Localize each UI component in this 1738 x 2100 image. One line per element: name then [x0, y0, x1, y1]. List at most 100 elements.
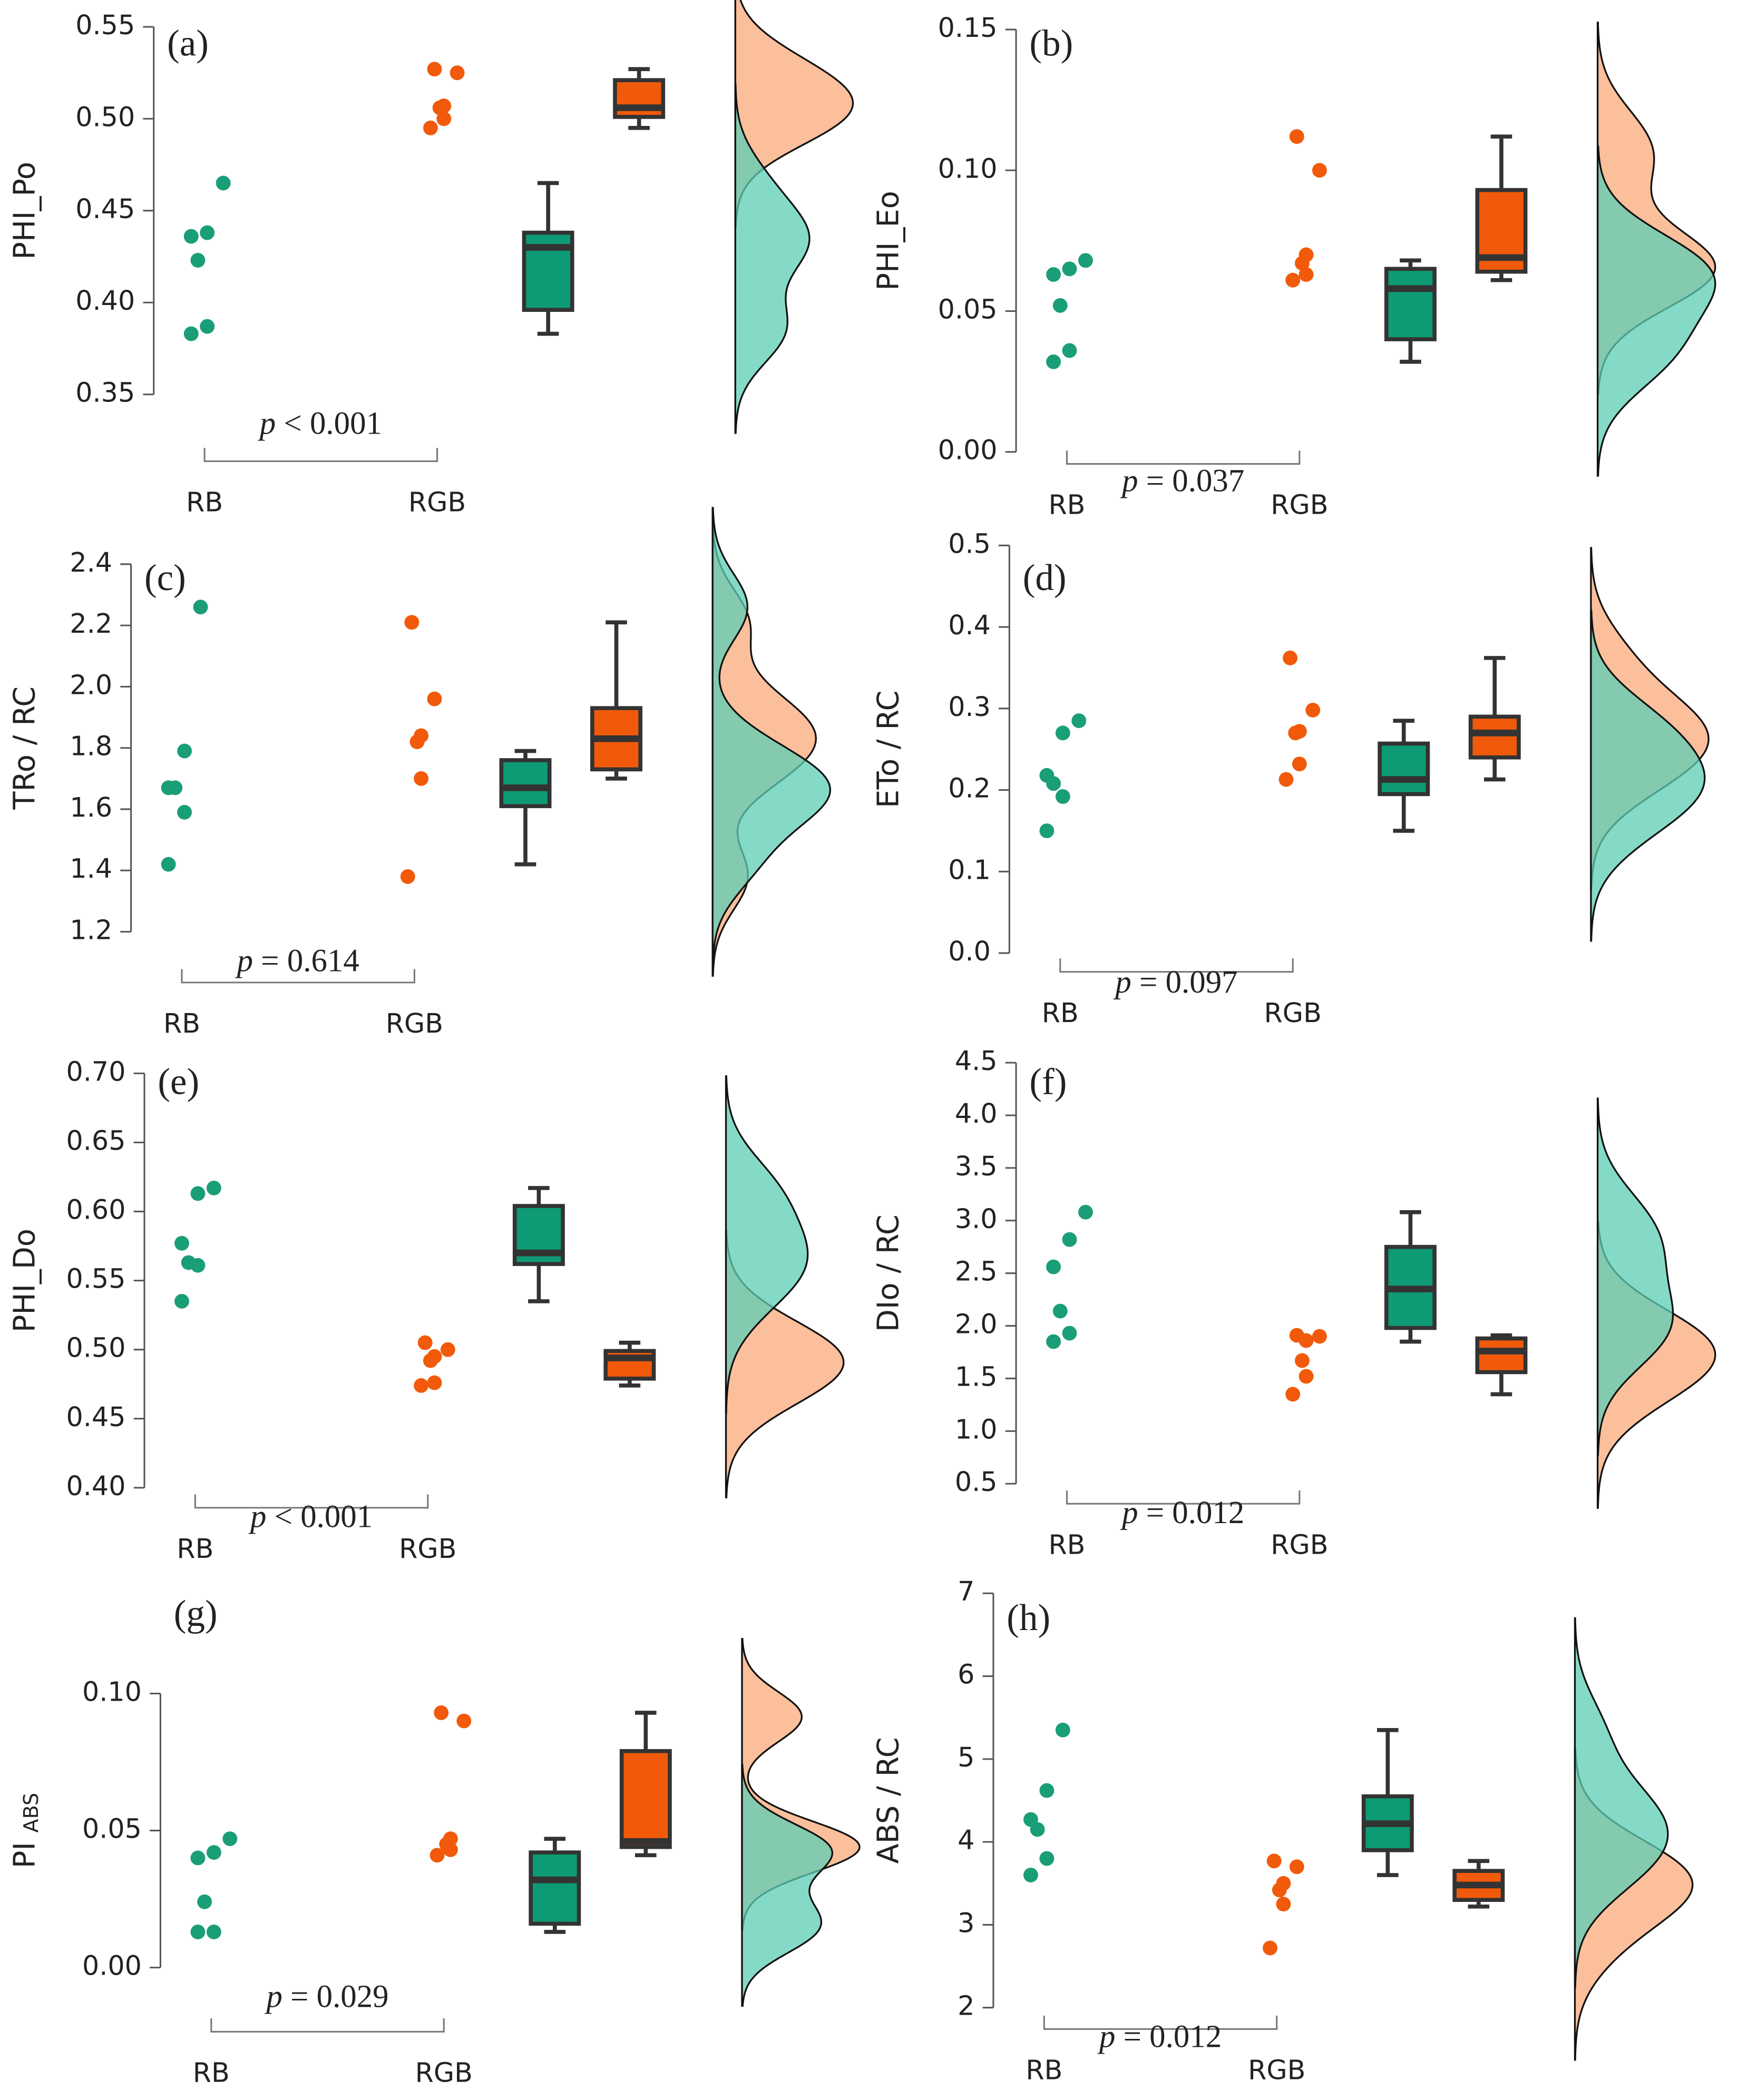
box: [1475, 1336, 1528, 1375]
y-tick-label: 2: [958, 1990, 974, 2022]
y-tick-label: 3.5: [955, 1151, 998, 1182]
x-tick-label: RGB: [1264, 997, 1322, 1028]
point: [414, 1378, 429, 1393]
y-tick-label: 0.35: [75, 377, 135, 408]
group-bracket: [194, 1494, 429, 1509]
y-axis-label: ABS / RC: [872, 1737, 906, 1863]
panel-label: (d): [1023, 557, 1067, 598]
point: [456, 1713, 472, 1729]
point: [216, 175, 231, 191]
point: [1283, 650, 1298, 665]
box: [613, 78, 666, 119]
y-tick-label: 0.65: [66, 1125, 126, 1156]
point: [1312, 163, 1327, 178]
point: [432, 100, 447, 115]
point: [1289, 1859, 1304, 1875]
point: [183, 326, 199, 341]
point: [177, 804, 192, 820]
point: [1266, 1853, 1282, 1869]
y-tick-label: 3.0: [955, 1203, 998, 1234]
point: [1046, 1334, 1061, 1349]
panel: 0.5 1.0 1.5 2.0 2.5 3.0 3.5 4.0 4.5 DIo / RC (f) p …: [872, 1045, 1716, 1560]
y-tick-label: 0.40: [75, 285, 135, 316]
p-value: p = 0.037: [1120, 464, 1244, 499]
point: [190, 253, 206, 268]
p-value: p = 0.097: [1113, 965, 1237, 1000]
density: [1574, 1617, 1669, 1988]
group-bracket: [1066, 1490, 1301, 1505]
panel: 0.00 0.05 0.10 0.15 PHI_Eo (b) p = 0.037 RB RGB: [872, 12, 1716, 521]
y-tick-label: 0.50: [75, 101, 135, 132]
point: [1298, 1369, 1314, 1384]
y-tick-label: 1.8: [70, 731, 112, 762]
y-tick-label: 0.55: [75, 9, 135, 41]
y-tick-label: 0.60: [66, 1194, 126, 1225]
y-label-text: PHI_Eo: [872, 191, 906, 290]
y-tick-label: 4: [958, 1824, 974, 1856]
point: [1039, 1851, 1054, 1866]
point: [1052, 1303, 1068, 1319]
density: [725, 1075, 809, 1414]
point: [190, 1925, 206, 1939]
point: [1055, 725, 1070, 741]
point: [414, 771, 429, 786]
y-tick-label: 0.05: [82, 1813, 142, 1844]
panel: 1.2 1.4 1.6 1.8 2.0 2.2 2.4 TRo / RC (c) p = 0.61…: [8, 507, 832, 1039]
y-tick-label: 0.00: [82, 1950, 142, 1981]
y-label-text: PI: [8, 1842, 42, 1868]
point: [1289, 129, 1304, 144]
point: [450, 65, 465, 81]
point: [1023, 1868, 1038, 1882]
density: [734, 83, 811, 434]
density: [1590, 610, 1706, 942]
y-tick-label: 1.0: [955, 1414, 998, 1445]
point: [427, 62, 442, 77]
point: [161, 857, 176, 872]
y-tick-label: 0.10: [938, 153, 998, 184]
y-tick-label: 0.4: [948, 610, 991, 641]
density: [1596, 145, 1716, 477]
point: [1046, 1259, 1061, 1274]
point: [1046, 354, 1061, 369]
point: [168, 780, 183, 796]
group-bracket: [203, 448, 438, 463]
x-tick-label: RB: [177, 1533, 213, 1564]
point: [1312, 1329, 1327, 1344]
y-label-text: TRo / RC: [8, 686, 42, 810]
x-tick-label: RB: [193, 2057, 230, 2088]
y-axis-label: PHI_Eo: [872, 191, 906, 290]
point: [1295, 256, 1310, 271]
y-tick-label: 2.4: [70, 547, 112, 578]
point: [1062, 261, 1077, 277]
point: [1276, 1897, 1291, 1912]
y-axis-label: TRo / RC: [8, 686, 42, 810]
point: [200, 225, 215, 240]
point: [1305, 702, 1321, 718]
group-bracket: [210, 2018, 445, 2033]
y-axis-label: PHI_Po: [8, 162, 42, 260]
y-tick-label: 2.5: [955, 1256, 998, 1287]
point: [427, 1375, 442, 1390]
y-label-text: DIo / RC: [872, 1214, 906, 1332]
point: [1030, 1822, 1045, 1837]
x-tick-label: RGB: [399, 1533, 456, 1564]
y-tick-label: 7: [958, 1576, 974, 1607]
box: [529, 1850, 581, 1926]
point: [1039, 823, 1054, 838]
point: [440, 1342, 455, 1357]
point: [1039, 1783, 1054, 1798]
y-tick-label: 5: [958, 1742, 974, 1773]
box: [619, 1749, 672, 1849]
y-tick-label: 0.0: [948, 936, 991, 967]
point: [1278, 772, 1294, 787]
y-label-text: PHI_Do: [8, 1229, 42, 1332]
p-value: p < 0.001: [248, 1499, 373, 1535]
point: [1062, 1232, 1077, 1247]
y-axis-label: PHI_Do: [8, 1229, 42, 1332]
x-tick-label: RGB: [386, 1008, 443, 1039]
box: [1468, 714, 1521, 760]
point: [197, 1894, 212, 1909]
point: [1285, 272, 1301, 288]
panel-label: (f): [1029, 1062, 1067, 1103]
